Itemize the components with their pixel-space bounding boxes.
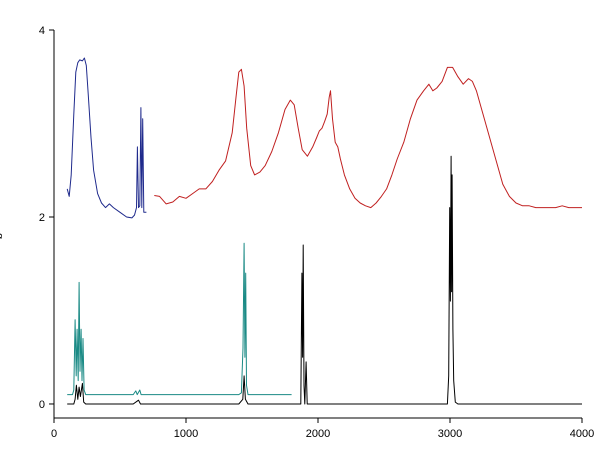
plot-area [66, 57, 582, 405]
x-tick-label: 2000 [306, 428, 330, 440]
x-tick-label: 4000 [570, 428, 594, 440]
y-ticks: 0 2 4 [39, 25, 54, 411]
series-line-3 [67, 242, 292, 396]
series-line-4 [67, 155, 582, 405]
x-tick-label: 1000 [174, 428, 198, 440]
y-tick-label: 0 [39, 399, 45, 411]
x-tick-label: 3000 [438, 428, 462, 440]
series-line-1 [66, 57, 147, 219]
series-line-2 [154, 66, 582, 209]
x-tick-label: 0 [51, 428, 57, 440]
y-tick-label: 2 [39, 212, 45, 224]
x-ticks: 0 1000 2000 3000 4000 [51, 418, 594, 440]
y-tick-label: 4 [39, 25, 45, 37]
y-axis-label: b [0, 233, 5, 239]
